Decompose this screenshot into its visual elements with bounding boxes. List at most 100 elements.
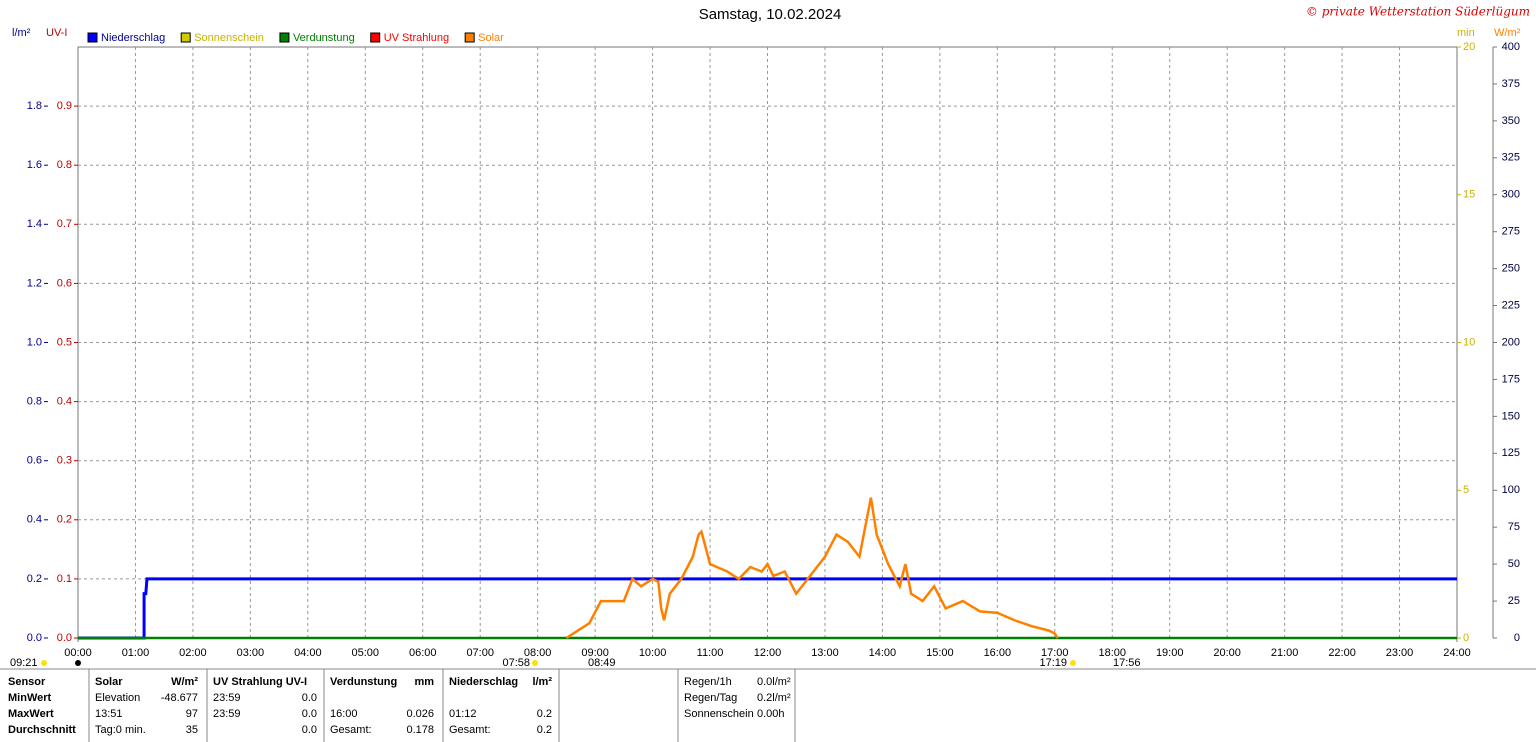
x-tick-label: 17:00 [1041, 647, 1069, 659]
y-tick-label: 1.2 [27, 277, 42, 289]
solar-tick-label: 100 [1502, 484, 1520, 496]
table-cell: Elevation [95, 692, 140, 704]
x-tick-label: 13:00 [811, 647, 839, 659]
x-tick-label: 21:00 [1271, 647, 1299, 659]
table-cell: Verdunstung [330, 676, 397, 688]
table-cell: Solar [95, 676, 123, 688]
legend-label: UV Strahlung [384, 32, 449, 44]
axis-unit: W/m² [1494, 27, 1521, 39]
x-tick-label: 04:00 [294, 647, 322, 659]
y-tick-label: 1.0 [27, 336, 42, 348]
x-tick-label: 11:00 [697, 647, 724, 659]
axis-unit: min [1457, 27, 1475, 39]
legend-label: Verdunstung [293, 32, 355, 44]
x-tick-label: 20:00 [1213, 647, 1241, 659]
y-tick-label: 0.6 [27, 455, 42, 467]
copyright: © private Wetterstation Süderlügum [1306, 5, 1530, 19]
x-tick-label: 16:00 [984, 647, 1012, 659]
summary-value: 0.2l/m² [757, 692, 791, 704]
summary-label: Regen/1h [684, 676, 732, 688]
y-tick-label: 1.8 [27, 100, 42, 112]
x-tick-label: 09:00 [581, 647, 609, 659]
solar-tick-label: 400 [1502, 41, 1520, 53]
summary-value: 0.00h [757, 708, 785, 720]
axis-unit: UV-I [46, 27, 67, 39]
sun-icon [75, 660, 81, 666]
sun-time: 09:21 [10, 657, 38, 669]
sun-icon [41, 660, 47, 666]
uv-tick-label: 0.1 [57, 573, 72, 585]
legend-swatch [370, 32, 381, 43]
x-tick-label: 22:00 [1328, 647, 1356, 659]
table-cell: 13:51 [95, 708, 123, 720]
table-cell: 23:59 [213, 708, 241, 720]
min-tick-label: 15 [1463, 189, 1475, 201]
min-tick-label: 20 [1463, 41, 1475, 53]
sun-icon [532, 660, 538, 666]
min-tick-label: 0 [1463, 632, 1469, 644]
table-cell: 0.026 [406, 708, 434, 720]
table-cell: MaxWert [8, 708, 54, 720]
y-tick-label: 1.4 [27, 218, 42, 230]
solar-tick-label: 0 [1514, 632, 1520, 644]
chart-title: Samstag, 10.02.2024 [699, 6, 842, 23]
solar-tick-label: 75 [1508, 521, 1520, 533]
uv-tick-label: 0.0 [57, 632, 72, 644]
x-tick-label: 15:00 [926, 647, 954, 659]
sun-icon [1070, 660, 1076, 666]
legend-label: Solar [478, 32, 504, 44]
legend-label: Sonnenschein [194, 32, 264, 44]
x-tick-label: 03:00 [237, 647, 265, 659]
y-tick-label: 1.6 [27, 159, 42, 171]
sun-time: 07:58 [502, 657, 530, 669]
table-cell: 16:00 [330, 708, 358, 720]
solar-tick-label: 275 [1502, 226, 1520, 238]
solar-tick-label: 325 [1502, 152, 1520, 164]
table-cell: mm [414, 676, 434, 688]
table-cell: 35 [186, 724, 198, 736]
solar-tick-label: 125 [1502, 447, 1520, 459]
x-tick-label: 24:00 [1443, 647, 1471, 659]
uv-tick-label: 0.8 [57, 159, 72, 171]
table-cell: 0.0 [302, 708, 317, 720]
uv-tick-label: 0.5 [57, 336, 72, 348]
solar-tick-label: 175 [1502, 373, 1520, 385]
x-tick-label: 23:00 [1386, 647, 1414, 659]
sun-time: 08:49 [588, 657, 616, 669]
sun-time: 17:56 [1113, 657, 1141, 669]
legend-swatch [464, 32, 475, 43]
table-cell: W/m² [171, 676, 198, 688]
min-tick-label: 10 [1463, 336, 1475, 348]
solar-tick-label: 200 [1502, 336, 1520, 348]
table-cell: UV Strahlung UV-I [213, 676, 307, 688]
table-cell: Tag:0 min. [95, 724, 146, 736]
summary-label: Regen/Tag [684, 692, 737, 704]
uv-tick-label: 0.3 [57, 455, 72, 467]
table-lines [0, 668, 1536, 742]
x-tick-label: 08:00 [524, 647, 552, 659]
solar-tick-label: 350 [1502, 115, 1520, 127]
min-tick-label: 5 [1463, 484, 1469, 496]
summary-label: Sonnenschein [684, 708, 754, 720]
solar-tick-label: 50 [1508, 558, 1520, 570]
solar-tick-label: 225 [1502, 299, 1520, 311]
table-cell: Durchschnitt [8, 724, 76, 736]
solar-tick-label: 300 [1502, 189, 1520, 201]
x-tick-label: 06:00 [409, 647, 437, 659]
table-cell: Sensor [8, 676, 46, 688]
x-tick-label: 02:00 [179, 647, 207, 659]
legend-label: Niederschlag [101, 32, 165, 44]
table-cell: 0.0 [302, 724, 317, 736]
y-tick-label: 0.2 [27, 573, 42, 585]
uv-tick-label: 0.2 [57, 514, 72, 526]
table-cell: Niederschlag [449, 676, 518, 688]
table-cell: MinWert [8, 692, 52, 704]
table-cell: 23:59 [213, 692, 241, 704]
uv-tick-label: 0.6 [57, 277, 72, 289]
table-cell: 0.0 [302, 692, 317, 704]
table-cell: 01:12 [449, 708, 477, 720]
uv-tick-label: 0.7 [57, 218, 72, 230]
legend-swatch [87, 32, 98, 43]
y-tick-label: 0.0 [27, 632, 42, 644]
